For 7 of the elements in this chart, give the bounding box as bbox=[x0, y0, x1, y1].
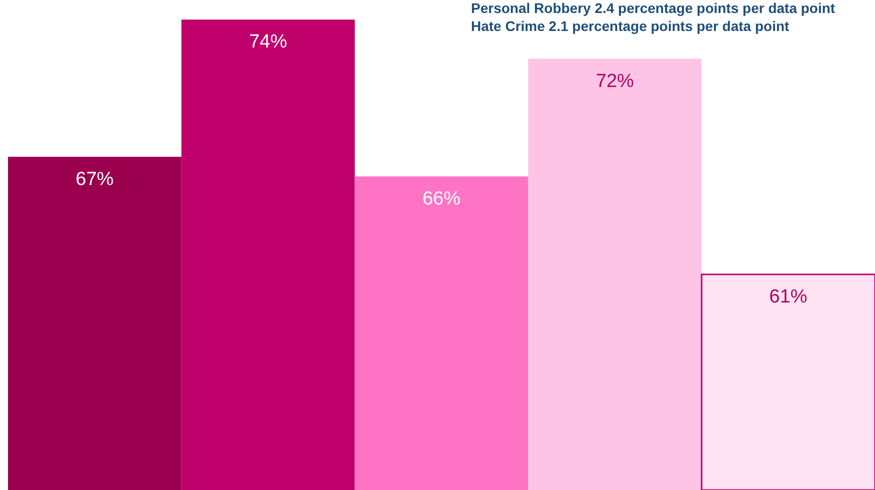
data-label: 67% bbox=[76, 168, 114, 190]
data-label: 74% bbox=[249, 32, 288, 53]
data-label: 61% bbox=[769, 286, 808, 308]
data-label: 66% bbox=[422, 188, 461, 210]
annotation: Personal Robbery 2.4 percentage points per data point bbox=[471, 0, 836, 16]
data-label: 72% bbox=[596, 70, 634, 92]
annotation: Hate Crime 2.1 percentage points per data point bbox=[471, 18, 790, 34]
